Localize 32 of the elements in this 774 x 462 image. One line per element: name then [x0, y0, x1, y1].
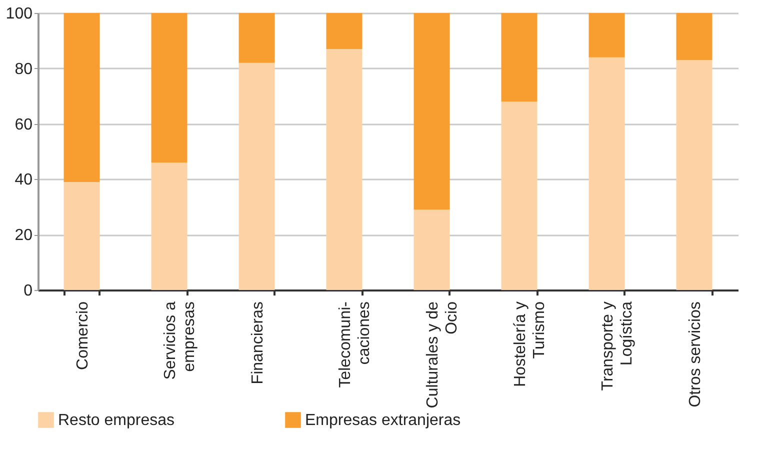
x-tick-label: Servicios a empresas	[162, 301, 198, 380]
x-tick-label: Telecomuni- caciones	[336, 302, 373, 388]
y-tick-label: 20	[14, 227, 33, 244]
legend-label: Empresas extranjeras	[305, 412, 461, 429]
bar	[501, 13, 538, 102]
x-tick-label: Otros servicios	[686, 302, 704, 408]
bar	[676, 60, 712, 290]
bar	[238, 62, 275, 290]
x-tick-label: Financieras	[249, 302, 266, 384]
bar	[64, 13, 100, 182]
y-tick-label: 60	[14, 116, 33, 134]
bar	[676, 13, 712, 60]
y-tick-label: 40	[14, 172, 33, 189]
bar	[151, 162, 188, 290]
bar	[326, 49, 362, 290]
x-tick-label: Comercio	[74, 301, 92, 370]
bar	[326, 13, 362, 50]
bar	[64, 182, 100, 290]
bar	[501, 102, 538, 290]
x-tick-label: Transporte y Logística	[599, 301, 636, 391]
bar	[151, 13, 188, 163]
bar	[238, 13, 275, 63]
bar	[414, 13, 450, 210]
bar	[414, 210, 450, 290]
legend-label: Resto empresas	[58, 412, 174, 429]
y-tick-label: 0	[24, 282, 33, 300]
y-tick-label: 80	[14, 60, 33, 78]
x-tick-label: Hostelería y Turismo	[512, 301, 548, 387]
y-tick-label: 100	[6, 6, 33, 22]
bar	[588, 13, 625, 58]
bar	[588, 57, 625, 290]
x-tick-label: Culturales y de Ocio	[424, 301, 460, 408]
